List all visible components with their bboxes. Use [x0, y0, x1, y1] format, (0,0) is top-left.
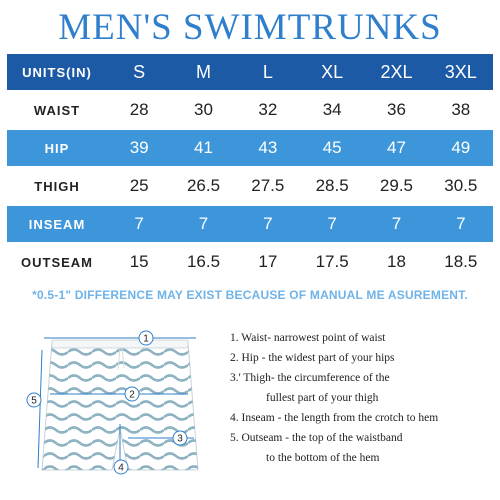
svg-text:3: 3 — [177, 434, 183, 445]
marker-1: 1 — [138, 330, 154, 346]
row-label: WAIST — [33, 102, 81, 118]
table-cell: 41 — [194, 138, 213, 157]
legend-thigh-cont: fullest part of your thigh — [266, 392, 379, 404]
table-cell: 28 — [129, 100, 149, 119]
size-l: L — [262, 61, 273, 82]
table-cell: 32 — [258, 100, 278, 119]
table-cell: 17.5 — [315, 252, 349, 271]
table-row-waist: WAIST 28 30 32 34 36 38 — [7, 92, 493, 128]
row-label: THIGH — [34, 178, 80, 194]
size-2xl: 2XL — [380, 61, 413, 82]
table-cell: 18.5 — [444, 252, 478, 271]
table-cell: 17 — [258, 252, 278, 271]
marker-3: 3 — [172, 430, 188, 446]
table-cell: 7 — [391, 214, 402, 233]
table-cell: 49 — [451, 138, 471, 157]
swim-trunks-illustration: 1 2 3 4 5 — [26, 330, 199, 475]
svg-text:1: 1 — [143, 334, 149, 345]
table-cell: 25 — [129, 176, 149, 195]
size-3xl: 3XL — [444, 61, 477, 82]
size-s: S — [133, 61, 146, 82]
page-title: MEN'S SWIMTRUNKS — [58, 7, 442, 48]
table-cell: 36 — [387, 100, 406, 119]
table-cell: 47 — [387, 138, 406, 157]
svg-text:5: 5 — [31, 396, 37, 407]
table-cell: 7 — [327, 214, 337, 233]
marker-2: 2 — [124, 386, 140, 402]
table-cell: 29.5 — [379, 176, 414, 195]
svg-text:2: 2 — [129, 390, 135, 401]
table-cell: 38 — [451, 100, 471, 119]
size-chart-table: UNITS(IN) S M L XL 2XL 3XL WAIST 28 30 3… — [7, 54, 493, 280]
marker-4: 4 — [113, 459, 129, 475]
table-cell: 26.5 — [186, 176, 221, 195]
table-row-outseam: OUTSEAM 15 16.5 17 17.5 18 18.5 — [7, 244, 493, 280]
svg-text:4: 4 — [118, 463, 124, 474]
table-header-row: UNITS(IN) S M L XL 2XL 3XL — [7, 54, 493, 90]
table-cell: 30 — [194, 100, 213, 119]
legend-outseam: 5. Outseam - the top of the waistband — [230, 432, 403, 444]
table-cell: 7 — [134, 214, 144, 233]
table-cell: 43 — [258, 138, 278, 157]
row-label: OUTSEAM — [21, 254, 93, 270]
size-m: M — [195, 61, 211, 82]
legend-thigh: 3.' Thigh- the circumference of the — [230, 372, 390, 384]
table-cell: 45 — [322, 138, 342, 157]
legend-outseam-cont: to the bottom of the hem — [266, 452, 380, 464]
legend-inseam: 4. Inseam - the length from the crotch t… — [230, 412, 439, 424]
row-label: HIP — [44, 140, 70, 156]
waistband — [51, 339, 189, 349]
table-cell: 34 — [322, 100, 342, 119]
table-row-thigh: THIGH 25 26.5 27.5 28.5 29.5 30.5 — [7, 168, 493, 204]
table-cell: 15 — [129, 252, 149, 271]
legend-waist: 1. Waist- narrowest point of waist — [230, 332, 386, 344]
table-cell: 7 — [263, 214, 273, 233]
table-cell: 30.5 — [444, 176, 478, 195]
legend-hip: 2. Hip - the widest part of your hips — [230, 352, 395, 364]
table-cell: 27.5 — [251, 176, 285, 195]
measurement-legend: 1. Waist- narrowest point of waist 2. Hi… — [230, 328, 500, 468]
table-row-inseam: INSEAM 7 7 7 7 7 7 — [7, 206, 493, 242]
marker-5: 5 — [26, 392, 42, 408]
measurement-note: *0.5-1" DIFFERENCE MAY EXIST BECAUSE OF … — [32, 288, 468, 302]
table-cell: 7 — [456, 214, 466, 233]
table-row-hip: HIP 39 41 43 45 47 49 — [7, 130, 493, 166]
row-label: INSEAM — [28, 216, 86, 232]
table-cell: 18 — [387, 252, 406, 271]
table-cell: 16.5 — [186, 252, 221, 271]
table-cell: 39 — [129, 138, 149, 157]
size-xl: XL — [321, 61, 344, 82]
table-cell: 28.5 — [315, 176, 349, 195]
table-cell: 7 — [198, 214, 209, 233]
units-label: UNITS(IN) — [22, 64, 92, 80]
